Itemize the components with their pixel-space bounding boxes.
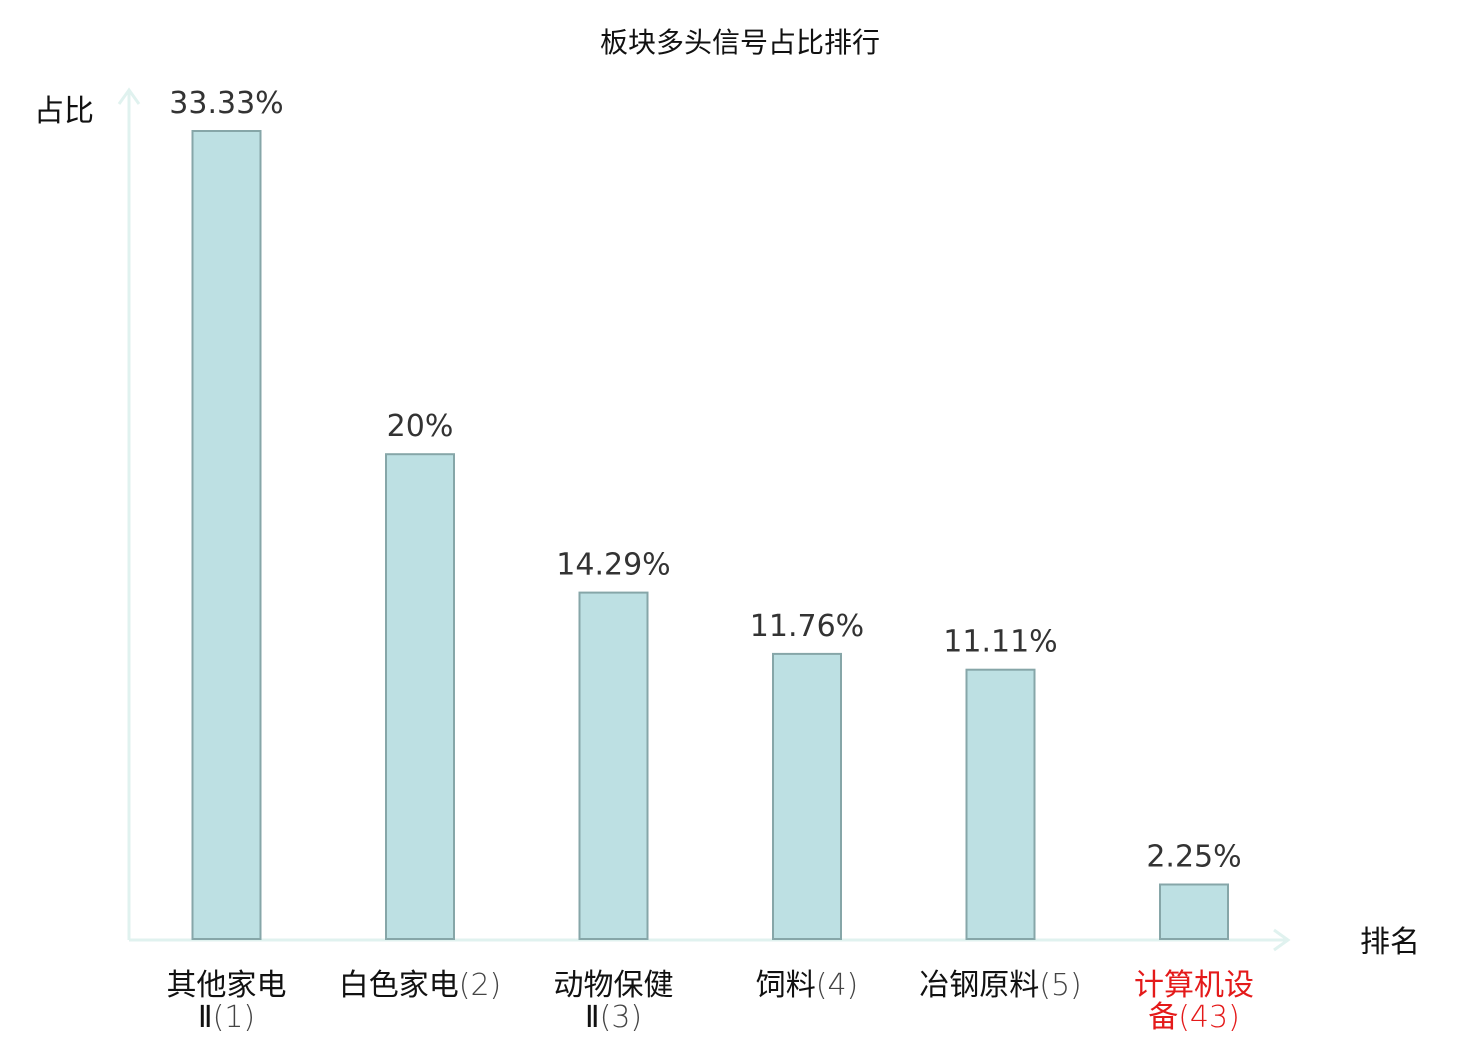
category-label-4: 饲料(4) — [756, 968, 859, 1003]
category-label-line: 动物保健 — [554, 968, 674, 1003]
category-label-line: 饲料(4) — [756, 968, 859, 1003]
value-label-6: 2.25% — [1146, 840, 1241, 875]
x-axis-label: 排名 — [1360, 925, 1420, 960]
category-label-line: 其他家电 — [167, 968, 287, 1003]
category-label-line: Ⅱ(3) — [585, 1000, 642, 1035]
bars — [191, 130, 1229, 941]
bar-5 — [965, 668, 1036, 940]
axes — [117, 87, 1291, 952]
chart-title: 板块多头信号占比排行 — [600, 26, 880, 59]
value-label-5: 11.11% — [943, 625, 1057, 660]
category-label-line: 计算机设 — [1134, 968, 1254, 1003]
bar-1 — [191, 130, 262, 940]
category-label-line: Ⅱ(1) — [198, 1000, 255, 1035]
value-labels: 33.33% 20% 14.29% 11.76% 11.11% 2.25% — [169, 86, 1241, 875]
value-label-2: 20% — [387, 409, 454, 444]
value-label-1: 33.33% — [169, 86, 283, 121]
category-label-2: 白色家电(2) — [339, 968, 502, 1003]
bar-4 — [772, 652, 842, 941]
bar-3 — [578, 591, 649, 940]
x-axis-arrow — [1273, 928, 1291, 952]
value-label-3: 14.29% — [556, 548, 670, 583]
category-label-line: 白色家电(2) — [339, 968, 502, 1003]
category-label-line: 备(43) — [1148, 1000, 1240, 1035]
y-axis-label: 占比 — [34, 94, 94, 129]
bar-6 — [1159, 883, 1229, 940]
category-label-line: 冶钢原料(5) — [919, 968, 1082, 1003]
y-axis-arrow — [117, 87, 141, 105]
value-label-4: 11.76% — [750, 609, 864, 644]
category-label-5: 冶钢原料(5) — [919, 968, 1082, 1003]
bar-2 — [385, 453, 455, 940]
